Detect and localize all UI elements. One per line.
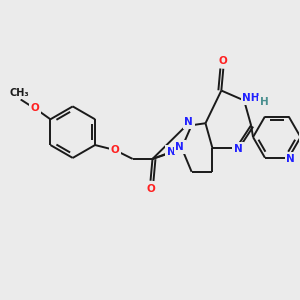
Text: CH₃: CH₃ bbox=[10, 88, 29, 98]
Text: N: N bbox=[175, 142, 184, 152]
Text: O: O bbox=[30, 103, 39, 113]
Text: O: O bbox=[219, 56, 228, 66]
Text: NH: NH bbox=[242, 94, 260, 103]
Text: O: O bbox=[146, 184, 155, 194]
Text: N: N bbox=[184, 117, 193, 127]
Text: O: O bbox=[110, 145, 119, 155]
Text: N: N bbox=[167, 147, 176, 157]
Text: H: H bbox=[260, 98, 268, 107]
Text: N: N bbox=[234, 144, 243, 154]
Text: N: N bbox=[286, 154, 295, 164]
